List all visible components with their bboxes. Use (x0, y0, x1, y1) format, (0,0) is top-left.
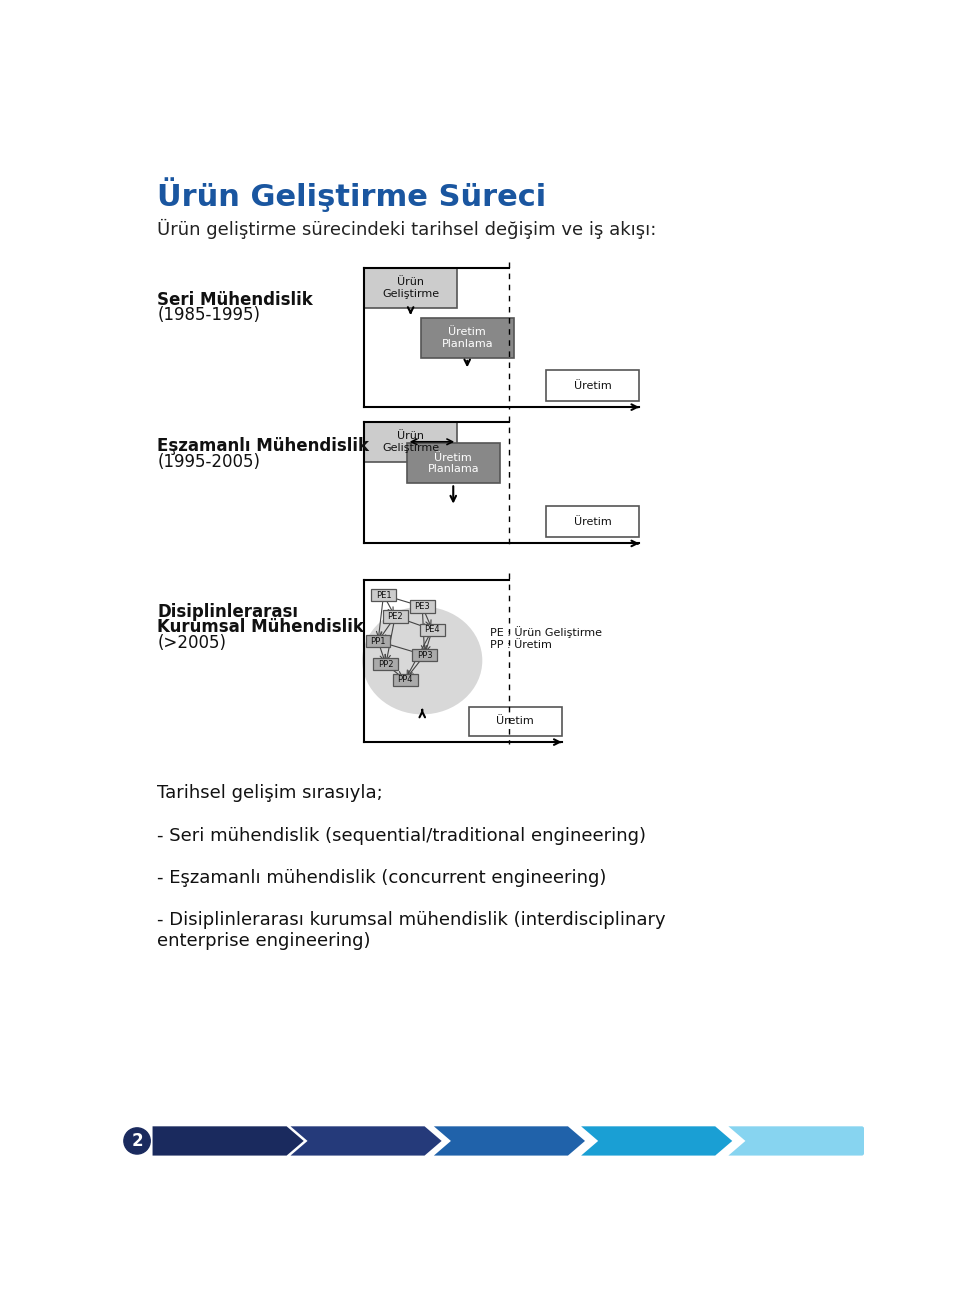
Text: - Disiplinlerarası kurumsal mühendislik (interdisciplinary
enterprise engineerin: - Disiplinlerarası kurumsal mühendislik … (157, 912, 666, 950)
Text: (>2005): (>2005) (157, 634, 227, 652)
Polygon shape (581, 1127, 732, 1155)
Text: Ürün
Geliştirme: Ürün Geliştirme (382, 277, 439, 299)
Bar (393, 674, 418, 686)
Bar (383, 610, 408, 623)
Text: Üretim
Planlama: Üretim Planlama (442, 327, 493, 349)
Text: PP4: PP4 (397, 675, 413, 684)
Text: Kurumsal Mühendislik: Kurumsal Mühendislik (157, 618, 364, 636)
Text: Üretim
Planlama: Üretim Planlama (427, 453, 479, 474)
Polygon shape (434, 1127, 585, 1155)
Ellipse shape (362, 606, 482, 714)
Text: - Seri mühendislik (sequential/traditional engineering): - Seri mühendislik (sequential/tradition… (157, 827, 646, 844)
Text: Seri Mühendislik: Seri Mühendislik (157, 291, 313, 308)
Bar (546, 371, 639, 401)
Polygon shape (153, 1127, 303, 1155)
Text: PP : Üretim: PP : Üretim (491, 640, 552, 649)
Bar (468, 706, 562, 736)
Text: PP2: PP2 (378, 660, 394, 669)
Polygon shape (291, 1127, 442, 1155)
Bar (410, 600, 435, 613)
Polygon shape (729, 1127, 879, 1155)
Bar (372, 589, 396, 601)
Text: Üretim: Üretim (574, 381, 612, 390)
Text: Ürün Geliştirme Süreci: Ürün Geliştirme Süreci (157, 178, 546, 212)
Bar (373, 658, 398, 670)
Circle shape (124, 1128, 150, 1154)
Text: (1995-2005): (1995-2005) (157, 453, 260, 471)
Bar (546, 506, 639, 537)
Bar (366, 635, 391, 648)
Text: Tarihsel gelişim sırasıyla;: Tarihsel gelişim sırasıyla; (157, 785, 383, 803)
Bar (412, 649, 437, 661)
Text: 2: 2 (132, 1132, 143, 1150)
Bar (364, 268, 457, 308)
Text: PE3: PE3 (415, 602, 430, 611)
Bar (420, 623, 444, 636)
Text: Ürün geliştirme sürecindeki tarihsel değişim ve iş akışı:: Ürün geliştirme sürecindeki tarihsel değ… (157, 220, 657, 239)
Text: PE : Ürün Geliştirme: PE : Ürün Geliştirme (491, 626, 603, 637)
Text: Üretim: Üretim (574, 516, 612, 527)
Bar (407, 444, 500, 484)
Bar (420, 317, 514, 358)
Text: Disiplinlerarası: Disiplinlerarası (157, 602, 299, 621)
Text: PE4: PE4 (424, 626, 440, 634)
Bar (364, 422, 457, 462)
Text: (1985-1995): (1985-1995) (157, 306, 260, 324)
Text: Eşzamanlı Mühendislik: Eşzamanlı Mühendislik (157, 437, 370, 455)
Text: PP1: PP1 (371, 636, 386, 645)
Text: PE1: PE1 (375, 591, 392, 600)
Text: PE2: PE2 (387, 611, 403, 621)
Text: - Eşzamanlı mühendislik (concurrent engineering): - Eşzamanlı mühendislik (concurrent engi… (157, 869, 607, 887)
Text: PP3: PP3 (417, 650, 432, 660)
Text: Ürün
Geliştirme: Ürün Geliştirme (382, 431, 439, 453)
Text: Üretim: Üretim (496, 717, 534, 726)
